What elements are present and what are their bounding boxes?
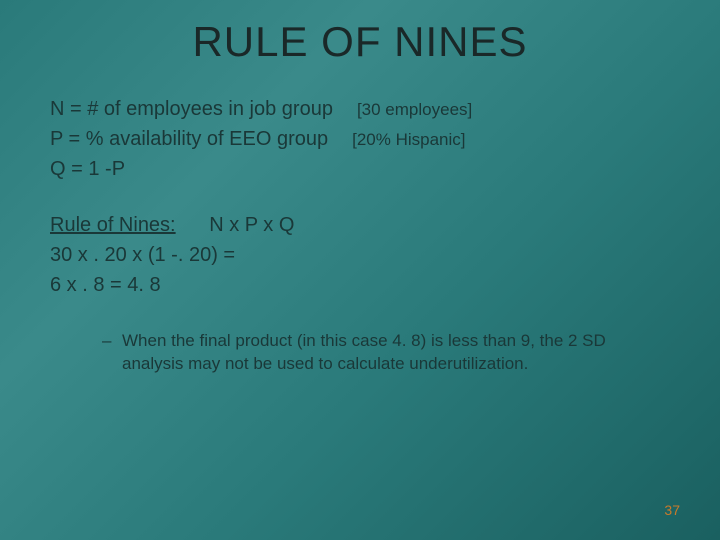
formula-expression: N x P x Q xyxy=(209,214,294,236)
note-dash: – xyxy=(102,330,111,353)
definition-n-note: [30 employees] xyxy=(357,97,472,123)
formula-block: Rule of Nines: N x P x Q 30 x . 20 x (1 … xyxy=(50,210,670,300)
definition-n-text: N = # of employees in job group xyxy=(50,94,333,124)
formula-line1: Rule of Nines: N x P x Q xyxy=(50,210,670,240)
formula-line3: 6 x . 8 = 4. 8 xyxy=(50,270,670,300)
note-block: – When the final product (in this case 4… xyxy=(50,330,670,376)
note-text: When the final product (in this case 4. … xyxy=(122,331,606,373)
slide-title: RULE OF NINES xyxy=(50,18,670,66)
formula-line2: 30 x . 20 x (1 -. 20) = xyxy=(50,240,670,270)
definition-p-text: P = % availability of EEO group xyxy=(50,124,328,154)
definitions-block: N = # of employees in job group [30 empl… xyxy=(50,94,670,184)
definition-n: N = # of employees in job group [30 empl… xyxy=(50,94,670,124)
slide: RULE OF NINES N = # of employees in job … xyxy=(0,0,720,540)
definition-p-note: [20% Hispanic] xyxy=(352,127,465,153)
page-number: 37 xyxy=(664,502,680,518)
definition-q-text: Q = 1 -P xyxy=(50,154,125,184)
definition-q: Q = 1 -P xyxy=(50,154,670,184)
formula-label: Rule of Nines: xyxy=(50,214,176,236)
definition-p: P = % availability of EEO group [20% His… xyxy=(50,124,670,154)
